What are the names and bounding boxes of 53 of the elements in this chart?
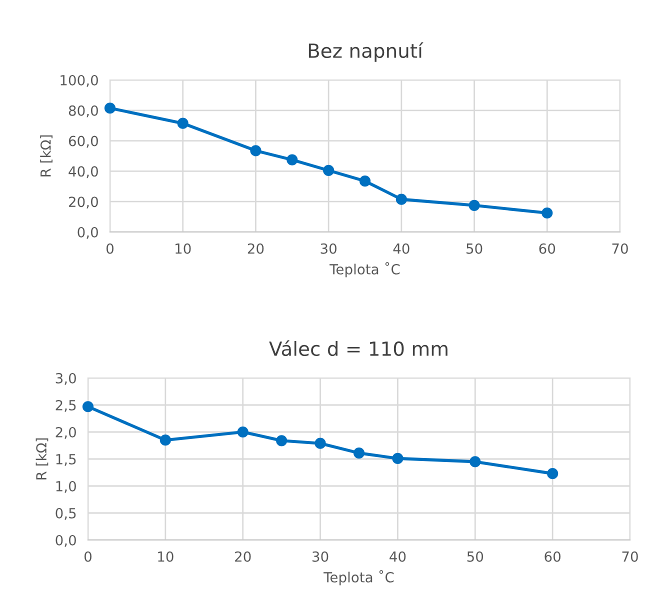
y-tick-label: 1,0 xyxy=(56,480,76,493)
y-tick-label: 1,5 xyxy=(56,454,76,466)
y-axis-title: R [kΩ] xyxy=(36,438,48,480)
x-tick-label: 60 xyxy=(544,551,560,562)
y-tick-label: 80,0 xyxy=(68,105,98,118)
y-tick-label: 2,0 xyxy=(56,426,76,439)
point xyxy=(104,102,116,114)
x-tick-label: 60 xyxy=(539,243,556,254)
x-tick-label: 10 xyxy=(158,551,174,562)
point xyxy=(547,468,558,480)
x-tick-label: 50 xyxy=(466,243,482,254)
x-tick-label: 10 xyxy=(176,243,191,254)
x-axis-title: Teplota ˚C xyxy=(324,570,394,586)
point xyxy=(82,401,94,412)
chart-title: Válec d = 110 mm xyxy=(269,340,448,356)
point xyxy=(323,164,334,176)
y-tick-label: 0,0 xyxy=(78,226,98,239)
x-axis-title: Teplota ˚C xyxy=(330,262,400,278)
point xyxy=(286,154,298,166)
x-tick-label: 40 xyxy=(393,243,410,254)
point xyxy=(542,207,553,219)
point xyxy=(237,426,248,438)
y-axis-title: R [kΩ] xyxy=(40,135,53,176)
point xyxy=(396,194,407,205)
point xyxy=(276,435,288,446)
x-tick-label: 0 xyxy=(106,243,114,254)
point xyxy=(392,452,404,464)
x-tick-label: 30 xyxy=(312,551,328,562)
y-tick-label: 60,0 xyxy=(68,136,98,148)
point xyxy=(250,145,262,156)
point xyxy=(468,200,480,211)
y-tick-label: 2,5 xyxy=(56,400,76,412)
x-tick-label: 30 xyxy=(320,243,336,254)
chart-title: Bez napnutí xyxy=(308,42,424,62)
x-tick-label: 20 xyxy=(235,551,251,562)
y-tick-label: 3,0 xyxy=(56,372,76,385)
point xyxy=(359,176,371,187)
y-tick-label: 20,0 xyxy=(68,196,98,208)
x-tick-label: 70 xyxy=(612,243,628,254)
x-tick-label: 40 xyxy=(390,551,406,562)
x-tick-label: 70 xyxy=(622,551,638,562)
x-tick-label: 50 xyxy=(467,551,484,562)
y-tick-label: 40,0 xyxy=(68,166,98,178)
point xyxy=(177,118,188,129)
y-tick-label: 0,0 xyxy=(56,534,76,547)
point xyxy=(160,434,171,446)
y-tick-label: 0,5 xyxy=(56,508,76,520)
x-tick-label: 20 xyxy=(248,243,264,254)
x-tick-label: 0 xyxy=(84,551,92,562)
y-tick-label: 100,0 xyxy=(60,74,98,87)
point xyxy=(353,448,365,459)
point xyxy=(314,438,326,449)
point xyxy=(470,456,481,468)
